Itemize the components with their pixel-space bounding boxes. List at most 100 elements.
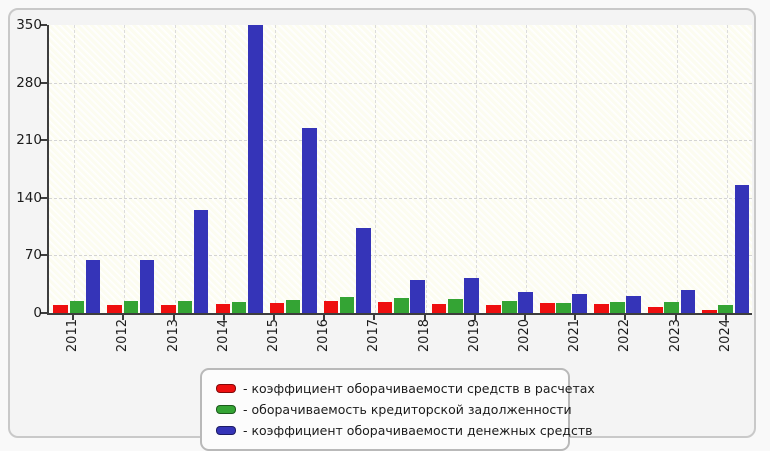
bar-payables-g7 — [393, 298, 409, 313]
gridline-x-2020 — [526, 25, 528, 313]
legend-marker-payables — [216, 405, 236, 414]
legend-item-cash: - коэффициент оборачиваемости денежных с… — [216, 420, 592, 441]
bar-settlements-g1 — [53, 304, 68, 313]
bar-cash-g12 — [680, 289, 696, 313]
bar-payables-g11 — [610, 302, 625, 313]
bar-payables-g13 — [718, 304, 734, 313]
bar-payables-g12 — [664, 302, 679, 313]
x-axis-label-2024: 2024 — [717, 319, 733, 353]
bar-payables-g5 — [285, 299, 301, 313]
bar-payables-g4 — [231, 302, 247, 313]
bar-settlements-g2 — [107, 304, 122, 313]
bar-cash-g5 — [302, 127, 317, 313]
gridline-x-2017 — [375, 25, 377, 313]
bar-payables-g2 — [123, 301, 139, 313]
bar-settlements-g13 — [702, 309, 717, 313]
bar-cash-g13 — [734, 184, 750, 313]
bar-payables-g10 — [556, 303, 571, 313]
y-axis-tick-350 — [40, 24, 47, 26]
gridline-x-2023 — [676, 25, 678, 313]
gridline-y-70 — [49, 255, 752, 257]
bar-cash-g11 — [626, 295, 642, 313]
x-axis-label-2014: 2014 — [215, 319, 231, 353]
x-axis-label-2020: 2020 — [517, 319, 533, 353]
x-axis-tick-2020 — [524, 315, 527, 320]
x-axis-label-2011: 2011 — [65, 319, 81, 353]
bar-cash-g9 — [518, 291, 533, 313]
legend-item-payables: - оборачиваемость кредиторской задолженн… — [216, 399, 572, 420]
x-axis-tick-2012 — [122, 315, 125, 320]
bar-settlements-g6 — [323, 301, 339, 313]
x-axis-label-2015: 2015 — [265, 319, 281, 353]
gridline-x-2015 — [274, 25, 276, 313]
legend-marker-settlements — [216, 384, 236, 393]
bar-cash-g3 — [193, 210, 209, 313]
bar-settlements-g8 — [431, 303, 447, 313]
x-axis-tick-2023 — [674, 315, 677, 320]
x-axis-tick-2016 — [323, 315, 326, 320]
legend: - коэффициент оборачиваемости средств в … — [200, 368, 595, 451]
y-axis-label-280: 280 — [16, 74, 42, 91]
x-axis-tick-2015 — [272, 315, 275, 320]
gridline-x-2022 — [626, 25, 628, 313]
legend-label-payables: - оборачиваемость кредиторской задолженн… — [243, 402, 572, 417]
bar-settlements-g4 — [215, 303, 231, 313]
x-axis-label-2021: 2021 — [567, 319, 583, 353]
y-axis-label-70: 70 — [24, 247, 42, 264]
gridline-x-2013 — [174, 25, 176, 313]
x-axis-tick-2019 — [473, 315, 476, 320]
y-axis-tick-210 — [40, 139, 47, 142]
gridline-y-210 — [49, 140, 752, 142]
gridline-x-2018 — [425, 25, 427, 313]
bar-settlements-g9 — [485, 304, 501, 313]
gridline-x-2012 — [124, 25, 126, 313]
gridline-x-2011 — [74, 25, 76, 313]
x-axis-tick-2013 — [172, 315, 175, 320]
bar-cash-g8 — [464, 278, 479, 313]
bar-payables-g6 — [339, 297, 355, 313]
legend-item-settlements: - коэффициент оборачиваемости средств в … — [216, 378, 595, 399]
bar-settlements-g7 — [377, 302, 393, 313]
bar-settlements-g12 — [648, 307, 663, 313]
y-axis-label-350: 350 — [16, 17, 42, 33]
bar-cash-g10 — [572, 294, 587, 313]
x-axis-label-2019: 2019 — [466, 319, 482, 353]
x-axis-label-2023: 2023 — [667, 319, 683, 353]
bar-settlements-g5 — [269, 303, 285, 313]
y-axis-tick-70 — [40, 254, 47, 257]
bar-cash-g7 — [410, 280, 425, 313]
bar-cash-g2 — [139, 259, 155, 313]
x-axis-label-2018: 2018 — [416, 319, 432, 353]
bar-settlements-g11 — [594, 303, 609, 313]
gridline-x-2019 — [475, 25, 477, 313]
x-axis-tick-2018 — [423, 315, 426, 320]
bar-cash-g6 — [356, 228, 371, 313]
y-axis-tick-280 — [40, 81, 47, 84]
x-axis-tick-2011 — [72, 315, 75, 320]
bar-cash-g4 — [247, 25, 263, 313]
y-axis-tick-0 — [40, 312, 47, 314]
y-axis-tick-140 — [40, 196, 47, 199]
gridline-y-280 — [49, 82, 752, 84]
bar-payables-g3 — [177, 300, 193, 313]
legend-label-cash: - коэффициент оборачиваемости денежных с… — [243, 423, 593, 438]
gridline-x-2016 — [325, 25, 327, 313]
bar-payables-g8 — [448, 299, 463, 313]
x-axis-label-2016: 2016 — [316, 319, 332, 353]
gridline-y-140 — [49, 197, 752, 199]
bar-payables-g1 — [69, 300, 85, 313]
x-axis-label-2017: 2017 — [366, 319, 382, 353]
y-axis-label-210: 210 — [16, 132, 42, 149]
y-axis-label-0: 0 — [33, 305, 42, 321]
gridline-x-2021 — [576, 25, 578, 313]
x-axis-tick-2017 — [373, 315, 376, 320]
bar-settlements-g10 — [539, 303, 555, 313]
x-axis-tick-2024 — [724, 315, 727, 320]
x-axis-label-2012: 2012 — [115, 319, 131, 353]
legend-label-settlements: - коэффициент оборачиваемости средств в … — [243, 381, 595, 396]
y-axis-label-140: 140 — [16, 189, 42, 206]
bar-settlements-g3 — [161, 304, 177, 313]
x-axis-tick-2014 — [222, 315, 225, 320]
bar-cash-g1 — [85, 259, 101, 313]
